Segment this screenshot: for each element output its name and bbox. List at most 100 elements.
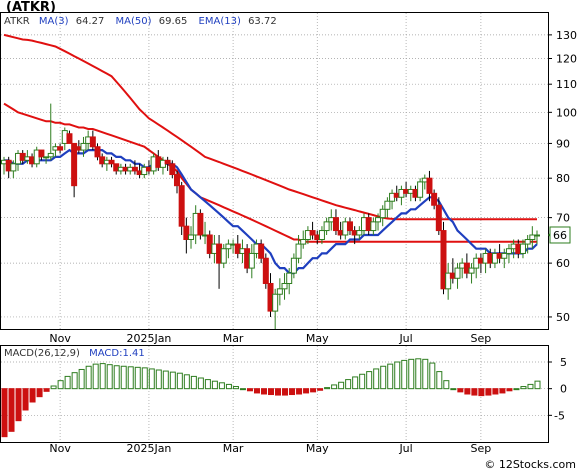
candle [188,226,195,249]
candle [164,156,171,171]
macd-bar [267,388,275,396]
macd-bar [499,388,506,394]
macd-bar [387,363,394,390]
candle [66,130,73,144]
legend-ma50-label: MA(50) [116,16,152,27]
price-x-tick-label: Jul [398,332,412,345]
macd-x-tick-label: Sep [471,442,492,455]
macd-bar [162,370,169,390]
candle-body [131,166,138,172]
macd-bar [506,388,513,392]
ma50-line [3,102,537,243]
candle [445,263,452,300]
macd-bar [401,359,408,390]
candle-body [262,257,269,284]
candle-body [169,163,176,176]
candle [529,226,536,249]
candle [501,248,508,269]
last-price-tag: 66 [549,226,571,244]
candle [197,209,204,240]
macd-x-tick-label: Mar [223,442,244,455]
macd-bar [71,372,78,390]
macd-tick-label: 5 [560,356,567,369]
macd-x-tick-label: Jul [398,442,412,455]
watermark: © 12Stocks.com [484,458,576,471]
page-title: (ATKR) [6,0,56,15]
candle-body [468,267,475,274]
macd-bar [239,388,246,391]
macd-bar [120,365,127,390]
candle [534,230,540,245]
macd-bar [534,380,541,390]
ma-long-line [3,33,537,221]
candle-body [379,208,386,219]
price-tick-label: 70 [556,212,570,225]
macd-x-tick-label: 2025Jan [126,442,171,455]
legend-ticker: ATKR [4,16,30,27]
candle [276,278,283,306]
macd-grid [1,346,548,442]
macd-bar [289,388,296,396]
macd-bar [190,375,197,390]
candle-body [435,204,442,232]
macd-bar [22,388,29,411]
candle-body [94,146,101,158]
candle-body [346,221,353,232]
candle [258,239,265,264]
macd-bar [1,388,8,438]
macd-bar [373,368,380,390]
candle [375,213,382,231]
legend-ma3-value: 64.27 [76,16,105,27]
candle [169,160,176,179]
candle-body [188,234,195,240]
candle [262,253,269,289]
candle-body [519,243,526,254]
ema13-line [4,148,538,275]
macd-bar [246,388,253,392]
legend-ema13-value: 63.72 [248,16,277,27]
candle [178,181,185,235]
macd-bar [275,388,282,396]
macd-bar [253,388,260,394]
candle-body [290,257,297,274]
macd-bar [8,388,15,432]
price-x-tick-label: Nov [49,332,71,345]
candle-body [66,133,73,144]
candle-body [258,243,265,259]
macd-bar [408,358,415,390]
candle-body [318,230,325,240]
macd-bar [352,376,359,390]
candle [57,143,64,154]
macd-bar [225,383,232,390]
candle-body [183,225,190,240]
price-x-tick-label: Sep [471,332,492,345]
macd-bar [106,364,113,390]
candle [454,263,461,289]
macd-bar [359,373,366,390]
macd-bar [134,366,141,390]
macd-bar [324,387,331,390]
macd-bar [232,386,239,390]
macd-bar [29,388,36,403]
candle-body [71,142,78,187]
candle [173,170,180,194]
macd-bar [464,388,471,395]
price-tick-label: 120 [556,53,577,66]
macd-x-tick-label: May [306,442,329,455]
candle [431,189,438,210]
macd-bar [513,388,520,391]
candle [131,160,138,175]
candle-body [323,221,330,232]
last-price-label: 66 [553,229,567,242]
candle [332,209,339,235]
macd-bar [197,377,204,390]
macd-legend-value: MACD:1.41 [89,348,145,359]
macd-bar [64,375,71,390]
macd-x-tick-label: Nov [49,442,71,455]
macd-bar [218,382,225,390]
candle-body [281,282,288,290]
macd-x-axis: Nov 2025Jan Mar May Jul Sep [49,442,491,455]
candle-body [295,243,302,259]
candle-body [173,174,180,187]
candle [94,143,101,161]
